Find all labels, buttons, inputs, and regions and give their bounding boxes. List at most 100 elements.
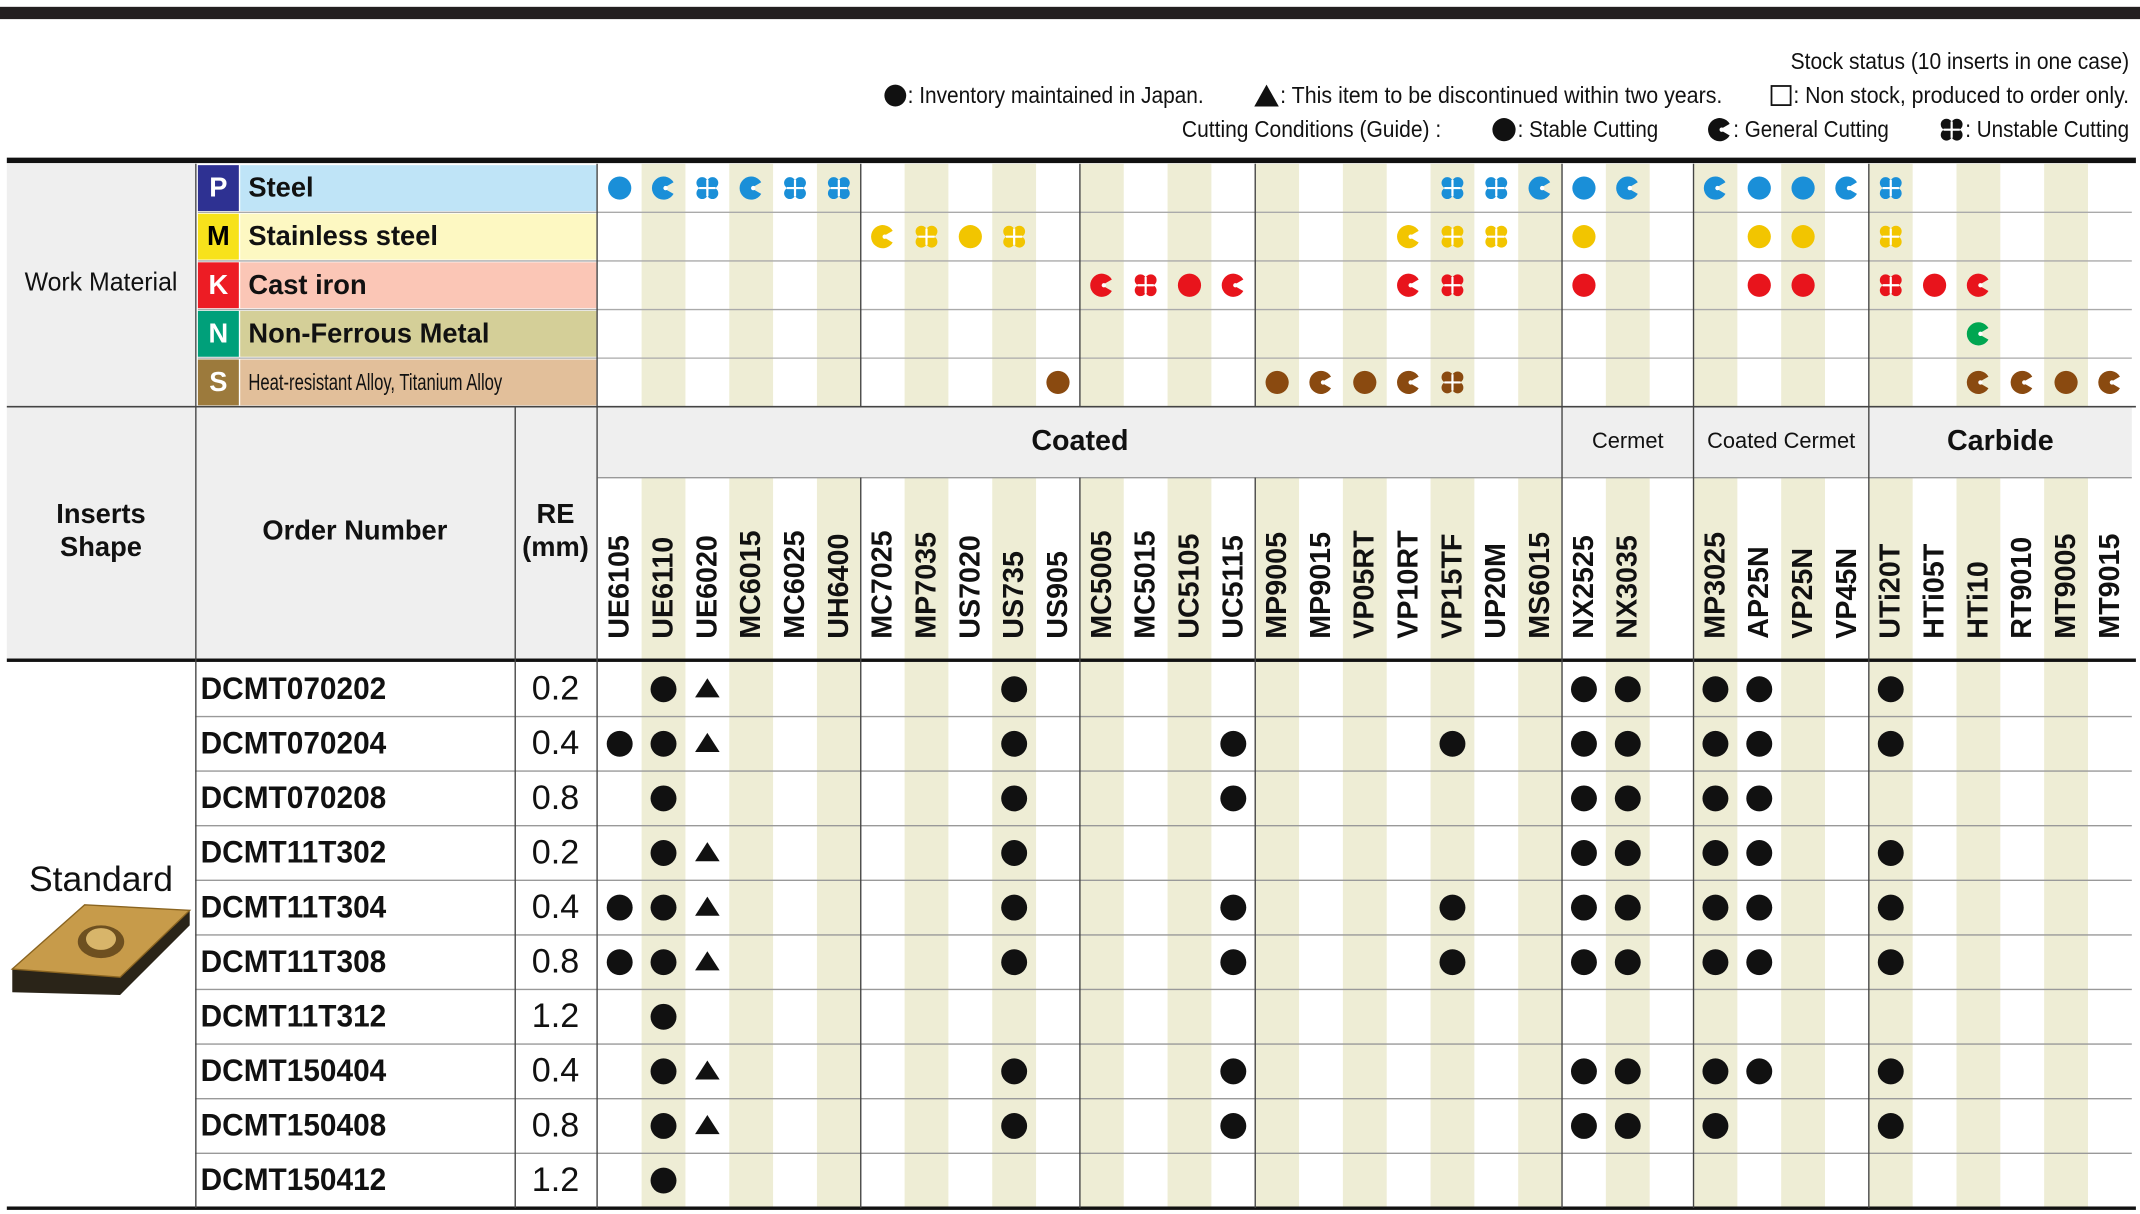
symbol-part — [1408, 283, 1413, 288]
column-shade — [816, 477, 861, 1208]
stock-inventory — [1746, 785, 1773, 812]
cell-bg — [6, 406, 597, 661]
cutting-stable — [1791, 225, 1815, 249]
symbol-part — [1978, 283, 1983, 288]
symbol-part — [827, 177, 840, 189]
cutting-stable — [1177, 273, 1202, 297]
symbol-part — [1177, 273, 1202, 297]
top-bar — [0, 6, 2140, 20]
backgrounds — [6, 163, 2132, 1208]
column-shade — [904, 477, 949, 1208]
symbol-part — [1879, 225, 1892, 238]
symbol-part — [1451, 274, 1464, 286]
stock-inventory — [1001, 840, 1028, 866]
cutting-unstable — [827, 177, 850, 199]
cutting-general — [651, 176, 674, 200]
stock-inventory — [1877, 840, 1904, 866]
symbol-part — [925, 236, 938, 248]
stock-inventory — [1001, 676, 1028, 703]
grade-name: MS6015 — [1524, 532, 1556, 639]
order-number: DCMT070202 — [201, 671, 387, 706]
symbol-part — [830, 179, 848, 197]
stock-title: Stock status (10 inserts in one case) — [1791, 48, 2129, 74]
grade-name: MC5005 — [1086, 530, 1118, 638]
grade-name: AP25N — [1743, 546, 1775, 638]
symbol-part — [1747, 273, 1771, 297]
inserts-shape-header: Shape — [60, 531, 142, 562]
grade-name: HTi10 — [1962, 561, 1994, 639]
grade-name: UE6105 — [604, 535, 636, 639]
stock-inventory — [1614, 785, 1641, 812]
re-value: 0.4 — [532, 888, 579, 926]
symbol-part — [1137, 277, 1154, 294]
stock-discontinued — [695, 1060, 720, 1080]
grade-name: VP45N — [1831, 548, 1863, 639]
symbol-part — [1003, 236, 1015, 248]
material-name-bg — [240, 310, 597, 357]
stock-inventory — [1877, 894, 1904, 921]
stock-inventory — [1877, 676, 1904, 703]
symbol-part — [1441, 284, 1454, 297]
grade-name: UTi20T — [1875, 543, 1907, 639]
symbol-part — [1353, 370, 1377, 395]
symbol-part — [1890, 187, 1902, 199]
group-header: Cermet — [1592, 428, 1664, 453]
order-number: DCMT150404 — [201, 1053, 387, 1088]
stock-discontinued — [695, 951, 720, 971]
material-letter-bg — [197, 310, 239, 357]
symbol-part — [2022, 380, 2027, 385]
symbol-part — [1145, 274, 1157, 286]
stock-inventory — [1570, 1058, 1597, 1085]
symbol-part — [739, 176, 762, 200]
column-shade — [2044, 477, 2088, 1208]
grade-name: MC6015 — [735, 530, 767, 638]
symbol-part — [1879, 187, 1892, 199]
cutting-unstable — [696, 177, 719, 199]
symbol-part — [751, 185, 756, 191]
symbol-part — [915, 236, 928, 248]
column-shade — [1255, 163, 1300, 407]
symbol-part — [1747, 225, 1771, 249]
cutting-stable — [1265, 370, 1289, 395]
cutting-general — [1966, 370, 1989, 395]
material-letter: P — [209, 172, 227, 203]
symbol-part — [1444, 228, 1461, 245]
cutting-unstable — [1485, 225, 1508, 248]
re-value: 1.2 — [532, 997, 579, 1035]
stock-inventory — [1702, 894, 1729, 921]
re-value: 0.4 — [532, 724, 579, 762]
column-shade — [1956, 477, 2001, 1208]
symbol-part — [1572, 273, 1596, 297]
symbol-part — [1495, 177, 1508, 189]
symbol-part — [1221, 273, 1244, 297]
re-value: 0.8 — [532, 943, 579, 981]
stock-inventory — [1614, 676, 1641, 703]
stock-discontinued — [695, 732, 720, 753]
symbol-part — [696, 177, 708, 189]
column-shade — [641, 163, 686, 407]
symbol-part — [2098, 370, 2120, 395]
grade-name: VP15TF — [1436, 534, 1468, 639]
grade-name: NX2525 — [1568, 535, 1600, 639]
re-value: 0.2 — [532, 670, 579, 708]
symbol-part — [1495, 225, 1508, 238]
stock-inventory — [650, 1003, 677, 1030]
material-letter-bg — [197, 165, 239, 212]
cell-bg — [597, 406, 2132, 478]
re-value: 0.2 — [532, 833, 579, 871]
stock-inventory — [1614, 1112, 1641, 1139]
stock-discontinued — [695, 842, 720, 862]
stock-inventory — [1746, 676, 1773, 703]
symbol-part — [1444, 277, 1461, 294]
legend-stock-symbol — [1770, 85, 1792, 106]
grade-name: MC5015 — [1130, 530, 1162, 638]
column-shade — [816, 163, 861, 407]
symbol-part — [706, 187, 719, 199]
symbol-part — [1451, 187, 1464, 199]
grade-name: US735 — [998, 551, 1030, 639]
stock-inventory — [1614, 894, 1641, 921]
symbol-part — [882, 234, 887, 239]
symbol-part — [838, 177, 850, 189]
stock-inventory — [1746, 949, 1773, 976]
stock-inventory — [650, 1112, 677, 1139]
